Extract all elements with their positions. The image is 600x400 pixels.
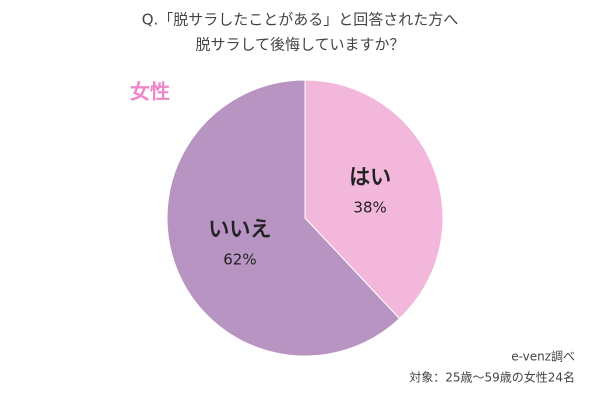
value-label: 38% <box>353 199 386 217</box>
pie-slice <box>304 79 444 320</box>
category-label: いいえ <box>208 217 271 241</box>
pie-slice <box>166 79 401 357</box>
category-label: はい <box>349 165 391 189</box>
chart-title: Q.「脱サラしたことがある」と回答された方へ <box>142 11 459 29</box>
subtitle: 女性 <box>130 80 170 104</box>
source: e-venz調べ <box>511 350 575 364</box>
source: 対象：25歳～59歳の女性24名 <box>409 370 575 385</box>
chart-title: 脱サラして後悔していますか？ <box>195 36 404 54</box>
value-label: 62% <box>223 250 256 268</box>
